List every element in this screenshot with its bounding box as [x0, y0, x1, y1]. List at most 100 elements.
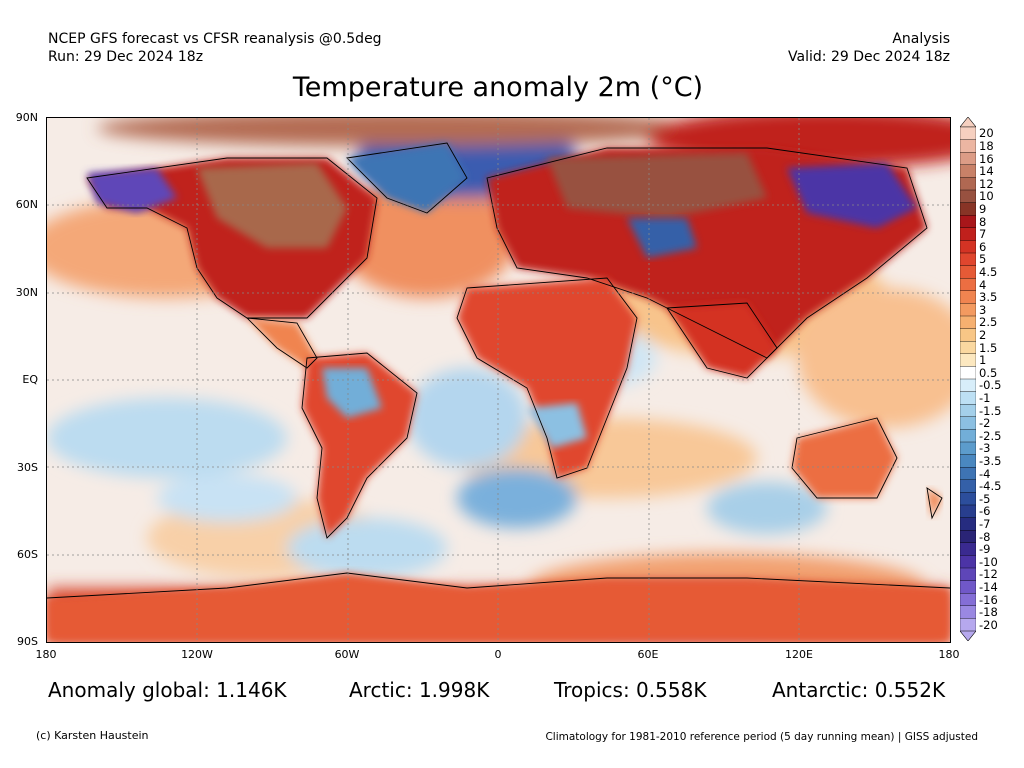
colorbar-min-arrow [960, 630, 976, 641]
colorbar-tick-label: -3 [979, 441, 991, 456]
credit: (c) Karsten Haustein [36, 729, 149, 742]
lon-label-60w: 60W [334, 648, 360, 661]
map-title: Temperature anomaly 2m (°C) [292, 72, 704, 103]
colorbar-swatch [960, 328, 976, 342]
global-anomaly: Anomaly global: 1.146K [48, 678, 287, 702]
antarctica [47, 573, 950, 642]
colorbar-tick-label: -4.5 [979, 479, 1002, 494]
colorbar-swatch [960, 378, 976, 393]
colorbar-swatch [960, 353, 976, 367]
colorbar-tick-label: -0.5 [979, 378, 1002, 393]
colorbar-swatch [960, 454, 976, 468]
colorbar-swatch [960, 252, 976, 267]
colorbar-tick-label: -5 [979, 491, 991, 506]
russia-warm-core [547, 153, 767, 218]
lat-label-90n: 90N [15, 111, 38, 124]
colorbar-swatch [960, 303, 976, 317]
colorbar-tick-label: 0.5 [979, 365, 998, 380]
colorbar-swatch [960, 555, 976, 569]
lon-label-120w: 120W [181, 648, 213, 661]
lon-label-0: 0 [494, 648, 502, 661]
colorbar-tick-label: 14 [979, 164, 994, 179]
colorbar-tick-label: 4 [979, 277, 987, 292]
colorbar-tick-label: 3.5 [979, 290, 998, 305]
colorbar-tick-label: -20 [979, 617, 998, 632]
colorbar-tick-label: 18 [979, 138, 994, 153]
lat-label-60n: 60N [15, 198, 38, 211]
colorbar-tick-label: 9 [979, 201, 987, 216]
ocean-anomaly-field [47, 118, 950, 642]
colorbar-swatch [960, 290, 976, 304]
colorbar-swatch [960, 605, 976, 619]
colorbar-tick-label: -14 [979, 579, 998, 594]
colorbar-swatch [960, 177, 976, 191]
colorbar-tick-label: -4 [979, 466, 991, 481]
colorbar-swatch [960, 593, 976, 607]
anomaly-map [46, 117, 951, 643]
colorbar-swatch [960, 618, 976, 632]
colorbar-tick-label: -2.5 [979, 428, 1002, 443]
colorbar-swatch [960, 214, 976, 229]
colorbar-swatch [960, 467, 976, 481]
colorbar-tick-label: 2 [979, 327, 987, 342]
africa [457, 278, 637, 478]
alaska-cold [87, 168, 177, 213]
colorbar-swatch [960, 189, 976, 204]
colorbar-swatch [960, 340, 976, 355]
colorbar-swatch [960, 315, 976, 330]
colorbar-tick-label: -1.5 [979, 403, 1002, 418]
colorbar-tick-label: 4.5 [979, 264, 998, 279]
colorbar-tick-label: 8 [979, 214, 987, 229]
lat-label-eq: EQ [22, 373, 38, 386]
colorbar-swatch [960, 429, 976, 443]
colorbar-swatch [960, 152, 976, 166]
colorbar-swatch [960, 391, 976, 405]
antarctic-anomaly: Antarctic: 0.552K [772, 678, 946, 702]
coastlines [47, 142, 950, 599]
colorbar-tick-label: -18 [979, 605, 998, 620]
colorbar-tick-label: -2 [979, 416, 991, 431]
climatology-note: Climatology for 1981-2010 reference peri… [545, 731, 978, 743]
colorbar-tick-label: 2.5 [979, 315, 998, 330]
colorbar-swatch [960, 240, 976, 254]
colorbar-max-arrow [960, 117, 976, 128]
colorbar-swatch [960, 580, 976, 594]
central-america [247, 318, 317, 368]
greenland [347, 143, 467, 213]
colorbar-tick-label: 1.5 [979, 340, 998, 355]
colorbar-tick-label: -1 [979, 390, 991, 405]
lon-label-180e: 180 [938, 648, 960, 661]
colorbar-swatch [960, 366, 976, 380]
colorbar-tick-label: -8 [979, 529, 991, 544]
header-right: Analysis Valid: 29 Dec 2024 18z [788, 30, 950, 66]
colorbar-tick-label: 20 [979, 126, 994, 141]
colorbar-tick-label: 5 [979, 252, 987, 267]
colorbar-swatch [960, 504, 976, 519]
colorbar-swatch [960, 416, 976, 430]
model-description: NCEP GFS forecast vs CFSR reanalysis @0.… [48, 31, 382, 47]
colorbar-tick-label: 6 [979, 239, 987, 254]
lat-label-60s: 60S [17, 548, 38, 561]
colorbar-tick-label: -16 [979, 592, 998, 607]
africa-cool-patch [527, 403, 587, 448]
tropics-anomaly: Tropics: 0.558K [554, 678, 707, 702]
colorbar-tick-label: 10 [979, 189, 994, 204]
anomaly-map-graphic [47, 118, 950, 642]
colorbar-tick-label: -12 [979, 567, 998, 582]
australia [792, 418, 897, 498]
analysis-label: Analysis [892, 31, 950, 47]
colorbar-tick-label: -7 [979, 516, 991, 531]
colorbar-tick-label: -9 [979, 542, 991, 557]
graticule [47, 118, 950, 642]
colorbar-swatch [960, 542, 976, 556]
lon-label-120e: 120E [785, 648, 813, 661]
colorbar-swatch [960, 517, 976, 531]
colorbar-tick-label: 12 [979, 176, 994, 191]
colorbar-swatch [960, 139, 976, 153]
colorbar-swatch [960, 277, 976, 292]
colorbar-tick-label: 7 [979, 227, 987, 242]
colorbar-swatch [960, 441, 976, 456]
colorbar-tick-label: -3.5 [979, 453, 1002, 468]
amazon-cool [322, 368, 382, 418]
colorbar-swatch [960, 265, 976, 279]
